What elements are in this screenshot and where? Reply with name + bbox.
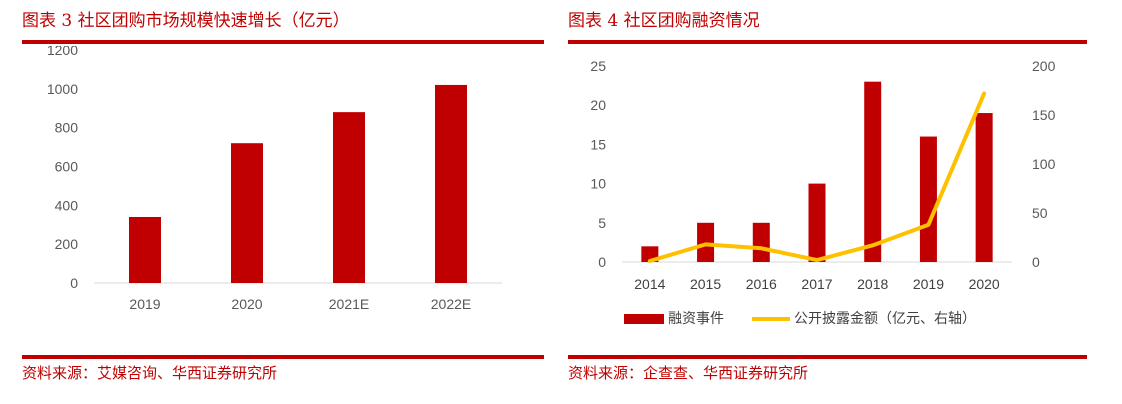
x-tick-label: 2018 xyxy=(857,276,888,292)
x-tick-label: 2015 xyxy=(690,276,721,292)
right-chart-title: 图表 4 社区团购融资情况 xyxy=(568,11,760,31)
bar-2020 xyxy=(975,113,993,262)
left-source-rule xyxy=(22,355,544,359)
right-y-tick-label: 100 xyxy=(1032,156,1056,172)
x-tick-label: 2019 xyxy=(129,296,160,312)
legend-bar-label: 融资事件 xyxy=(668,311,724,327)
left-chart-source: 资料来源：艾媒咨询、华西证券研究所 xyxy=(22,364,278,382)
x-tick-label: 2021E xyxy=(329,296,369,312)
left-bar-chart: 0 200 400 600 800 1000 1200 2019 2020 2021E 2022E xyxy=(47,46,502,312)
x-tick-label: 2016 xyxy=(746,276,777,292)
y-tick-label: 0 xyxy=(70,275,78,291)
bar-2021E xyxy=(333,112,365,283)
left-y-tick-label: 0 xyxy=(598,254,606,270)
y-tick-label: 600 xyxy=(55,159,79,175)
right-chart-source: 资料来源：企查查、华西证券研究所 xyxy=(568,364,809,382)
legend-line-label: 公开披露金额（亿元、右轴） xyxy=(794,311,976,327)
right-y-tick-label: 200 xyxy=(1032,58,1056,74)
right-source-rule xyxy=(568,355,1087,359)
bar-2020 xyxy=(231,143,263,283)
bar-2018 xyxy=(864,81,882,263)
right-combo-chart: 0 5 10 15 20 25 0 50 100 150 200 2014 2015 2016 2017 20… xyxy=(590,58,1056,327)
bar-2019 xyxy=(919,136,937,262)
right-y-tick-label: 150 xyxy=(1032,107,1056,123)
y-tick-label: 200 xyxy=(55,236,79,252)
y-tick-label: 1000 xyxy=(47,81,78,97)
y-tick-label: 800 xyxy=(55,120,79,136)
left-chart-title: 图表 3 社区团购市场规模快速增长（亿元） xyxy=(22,11,350,31)
bar-2017 xyxy=(808,183,826,262)
x-tick-label: 2020 xyxy=(969,276,1000,292)
x-tick-label: 2022E xyxy=(431,296,471,312)
right-y-tick-label: 0 xyxy=(1032,254,1040,270)
bar-2016 xyxy=(752,222,770,262)
right-title-rule xyxy=(568,40,1087,44)
left-y-tick-label: 10 xyxy=(590,176,606,192)
x-tick-label: 2019 xyxy=(913,276,944,292)
bar-2019 xyxy=(129,216,161,283)
right-y-tick-label: 50 xyxy=(1032,205,1048,221)
x-tick-label: 2014 xyxy=(634,276,665,292)
y-tick-label: 400 xyxy=(55,197,79,213)
left-y-tick-label: 5 xyxy=(598,215,606,231)
bar-2022E xyxy=(435,84,467,283)
left-y-tick-label: 15 xyxy=(590,136,606,152)
left-title-rule xyxy=(22,40,544,44)
x-tick-label: 2020 xyxy=(231,296,262,312)
y-tick-label: 1200 xyxy=(47,46,78,58)
left-y-tick-label: 20 xyxy=(590,97,606,113)
x-tick-label: 2017 xyxy=(801,276,832,292)
left-y-tick-label: 25 xyxy=(590,58,606,74)
left-chart-panel: 图表 3 社区团购市场规模快速增长（亿元） 0 200 400 600 800 1000 1… xyxy=(22,0,544,404)
right-chart-panel: 图表 4 社区团购融资情况 0 5 10 15 20 25 0 50 100 150 200 2014… xyxy=(568,0,1087,404)
amount-line xyxy=(647,91,987,264)
legend-bar-swatch xyxy=(624,314,664,324)
